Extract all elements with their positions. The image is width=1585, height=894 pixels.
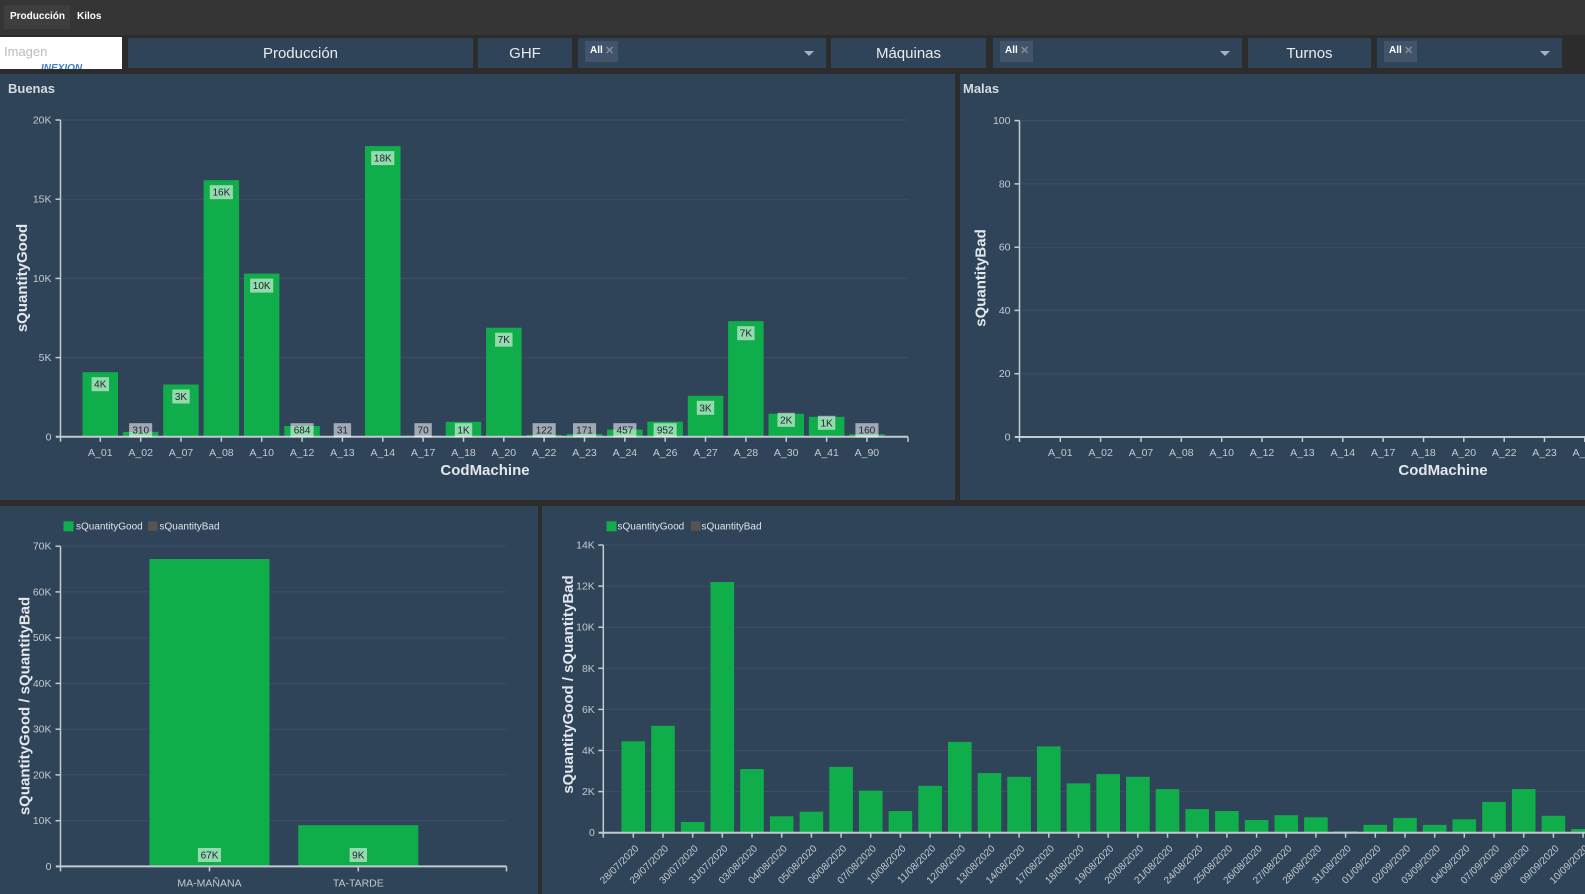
- svg-text:16K: 16K: [213, 188, 231, 199]
- svg-text:A_18: A_18: [451, 447, 476, 459]
- svg-text:sQuantityGood: sQuantityGood: [618, 522, 685, 533]
- svg-text:2K: 2K: [582, 786, 595, 798]
- svg-text:7K: 7K: [740, 329, 753, 340]
- svg-text:6K: 6K: [582, 704, 595, 716]
- svg-text:67K: 67K: [201, 851, 219, 862]
- svg-text:A_10: A_10: [1209, 447, 1234, 459]
- svg-text:10K: 10K: [33, 815, 52, 827]
- svg-text:2K: 2K: [780, 415, 793, 426]
- svg-text:TA-TARDE: TA-TARDE: [333, 878, 384, 890]
- svg-text:30K: 30K: [33, 724, 52, 736]
- svg-text:70: 70: [418, 426, 430, 437]
- svg-text:A_22: A_22: [1492, 447, 1517, 459]
- svg-text:60: 60: [999, 242, 1011, 254]
- svg-text:122: 122: [536, 426, 553, 437]
- svg-text:A_12: A_12: [1250, 447, 1275, 459]
- svg-text:10K: 10K: [253, 281, 271, 292]
- svg-text:A_07: A_07: [1129, 447, 1154, 459]
- svg-text:A_08: A_08: [209, 447, 234, 459]
- svg-text:7K: 7K: [498, 335, 511, 346]
- svg-text:A_18: A_18: [1411, 447, 1436, 459]
- svg-text:A_17: A_17: [1371, 447, 1396, 459]
- svg-text:952: 952: [657, 426, 674, 437]
- svg-text:14K: 14K: [576, 540, 595, 552]
- svg-text:A_30: A_30: [774, 447, 799, 459]
- svg-text:A_28: A_28: [734, 447, 759, 459]
- svg-text:A_26: A_26: [653, 447, 678, 459]
- svg-text:A_24: A_24: [1573, 447, 1585, 459]
- svg-text:80: 80: [999, 178, 1011, 190]
- svg-text:100: 100: [993, 115, 1011, 127]
- svg-text:A_01: A_01: [88, 447, 113, 459]
- svg-text:A_22: A_22: [532, 447, 557, 459]
- svg-text:0: 0: [46, 431, 52, 443]
- svg-text:15K: 15K: [33, 194, 52, 206]
- svg-text:4K: 4K: [94, 380, 107, 391]
- svg-text:A_27: A_27: [693, 447, 718, 459]
- svg-text:A_90: A_90: [855, 447, 880, 459]
- svg-text:8K: 8K: [582, 663, 595, 675]
- svg-text:A_14: A_14: [1331, 447, 1356, 459]
- svg-text:CodMachine: CodMachine: [1398, 462, 1487, 479]
- svg-text:0: 0: [589, 827, 595, 839]
- svg-text:A_01: A_01: [1048, 447, 1073, 459]
- svg-text:3K: 3K: [175, 392, 188, 403]
- svg-text:A_24: A_24: [613, 447, 638, 459]
- svg-text:Malas: Malas: [963, 81, 999, 96]
- svg-text:MA-MAÑANA: MA-MAÑANA: [177, 877, 241, 890]
- svg-text:A_20: A_20: [1452, 447, 1477, 459]
- svg-text:70K: 70K: [33, 541, 52, 553]
- svg-text:10K: 10K: [576, 622, 595, 634]
- svg-text:A_23: A_23: [1532, 447, 1557, 459]
- svg-text:20: 20: [999, 368, 1011, 380]
- svg-text:A_17: A_17: [411, 447, 436, 459]
- svg-text:A_12: A_12: [290, 447, 315, 459]
- svg-text:310: 310: [132, 426, 149, 437]
- svg-text:A_10: A_10: [249, 447, 274, 459]
- svg-text:684: 684: [294, 426, 311, 437]
- svg-text:A_02: A_02: [1088, 447, 1113, 459]
- svg-text:40K: 40K: [33, 678, 52, 690]
- svg-text:5K: 5K: [39, 352, 52, 364]
- svg-text:sQuantityBad: sQuantityBad: [160, 522, 220, 533]
- svg-text:Buenas: Buenas: [8, 81, 55, 96]
- svg-text:60K: 60K: [33, 586, 52, 598]
- svg-text:12K: 12K: [576, 581, 595, 593]
- svg-text:A_14: A_14: [371, 447, 396, 459]
- svg-text:0: 0: [46, 861, 52, 873]
- svg-text:sQuantityGood: sQuantityGood: [76, 522, 143, 533]
- svg-text:sQuantityGood / sQuantityBad: sQuantityGood / sQuantityBad: [17, 597, 34, 815]
- svg-text:1K: 1K: [457, 426, 470, 437]
- svg-text:A_07: A_07: [169, 447, 194, 459]
- svg-text:sQuantityBad: sQuantityBad: [973, 229, 990, 327]
- svg-text:20K: 20K: [33, 769, 52, 781]
- svg-text:A_13: A_13: [330, 447, 355, 459]
- svg-text:A_13: A_13: [1290, 447, 1315, 459]
- svg-text:20K: 20K: [33, 115, 52, 127]
- svg-text:0: 0: [1005, 432, 1011, 444]
- svg-text:A_08: A_08: [1169, 447, 1194, 459]
- svg-text:160: 160: [859, 426, 876, 437]
- svg-text:3K: 3K: [699, 403, 712, 414]
- svg-text:50K: 50K: [33, 632, 52, 644]
- svg-text:A_23: A_23: [572, 447, 597, 459]
- svg-text:A_41: A_41: [814, 447, 839, 459]
- svg-text:1K: 1K: [820, 418, 833, 429]
- svg-text:sQuantityGood: sQuantityGood: [14, 224, 31, 332]
- svg-text:9K: 9K: [352, 851, 365, 862]
- svg-text:457: 457: [617, 426, 634, 437]
- svg-text:sQuantityGood / sQuantityBad: sQuantityGood / sQuantityBad: [560, 575, 577, 793]
- svg-text:4K: 4K: [582, 745, 595, 757]
- svg-text:18K: 18K: [374, 154, 392, 165]
- svg-text:sQuantityBad: sQuantityBad: [702, 522, 762, 533]
- svg-text:CodMachine: CodMachine: [440, 462, 529, 479]
- svg-text:10K: 10K: [33, 273, 52, 285]
- svg-text:A_20: A_20: [492, 447, 517, 459]
- svg-text:31: 31: [337, 426, 349, 437]
- svg-text:A_02: A_02: [128, 447, 153, 459]
- svg-text:40: 40: [999, 305, 1011, 317]
- svg-text:171: 171: [576, 426, 593, 437]
